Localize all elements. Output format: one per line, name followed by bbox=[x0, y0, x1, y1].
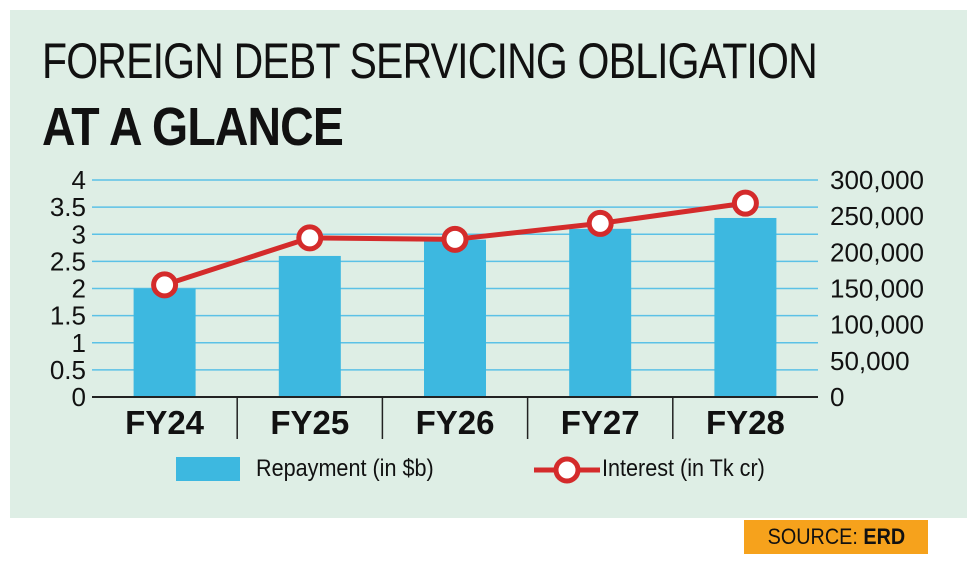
right-tick-label: 200,000 bbox=[830, 237, 924, 267]
bar-fy26 bbox=[424, 239, 486, 397]
interest-line bbox=[151, 189, 759, 299]
bars bbox=[133, 217, 777, 397]
bar-fy24 bbox=[133, 288, 196, 397]
category-label-fy24: FY24 bbox=[125, 404, 205, 441]
left-tick-label: 3.5 bbox=[50, 192, 86, 222]
interest-point-fy26 bbox=[441, 225, 469, 253]
category-label-fy28: FY28 bbox=[706, 404, 785, 441]
source-badge: SOURCE: ERD bbox=[744, 520, 928, 554]
left-tick-label: 2 bbox=[72, 274, 86, 304]
category-label-fy27: FY27 bbox=[561, 404, 640, 441]
axes bbox=[92, 396, 818, 439]
legend-line-label: Interest (in Tk cr) bbox=[602, 455, 765, 482]
source-value: ERD bbox=[862, 524, 905, 549]
left-tick-label: 4 bbox=[72, 165, 86, 195]
interest-point-fy27 bbox=[586, 209, 614, 237]
left-tick-label: 1.5 bbox=[50, 301, 86, 331]
chart-title-line2: AT A GLANCE bbox=[42, 97, 344, 157]
category-labels: FY24 FY25 FY26 FY27 FY28 bbox=[125, 404, 785, 441]
left-tick-label: 1 bbox=[72, 328, 86, 358]
right-tick-label: 50,000 bbox=[830, 346, 910, 376]
right-tick-label: 150,000 bbox=[830, 274, 924, 304]
left-tick-label: 0 bbox=[72, 382, 86, 412]
interest-point-fy24 bbox=[151, 271, 179, 299]
right-tick-label: 0 bbox=[830, 382, 844, 412]
chart-panel bbox=[10, 10, 967, 518]
right-tick-label: 100,000 bbox=[830, 310, 924, 340]
left-axis-ticks: 43.532.521.510.50 bbox=[50, 165, 86, 412]
right-tick-label: 250,000 bbox=[830, 201, 924, 231]
category-label-fy26: FY26 bbox=[416, 404, 495, 441]
legend-line-swatch bbox=[532, 455, 602, 485]
source-label: SOURCE: bbox=[767, 524, 858, 549]
right-axis-ticks: 300,000 250,000 200,000 150,000 100,000 50,00… bbox=[830, 165, 924, 412]
left-tick-label: 0.5 bbox=[50, 355, 86, 385]
interest-point-fy28 bbox=[731, 189, 759, 217]
category-label-fy25: FY25 bbox=[270, 404, 349, 441]
right-tick-label: 300,000 bbox=[830, 165, 924, 195]
bar-fy27 bbox=[569, 228, 632, 397]
interest-point-fy25 bbox=[296, 224, 324, 252]
legend-bar-swatch bbox=[176, 457, 240, 481]
chart-title-line1: FOREIGN DEBT SERVICING OBLIGATION bbox=[42, 33, 818, 89]
legend-bar-label: Repayment (in $b) bbox=[256, 455, 434, 482]
bar-fy25 bbox=[278, 255, 341, 397]
left-tick-label: 3 bbox=[72, 219, 86, 249]
left-tick-label: 2.5 bbox=[50, 246, 86, 276]
bar-fy28 bbox=[714, 217, 777, 397]
